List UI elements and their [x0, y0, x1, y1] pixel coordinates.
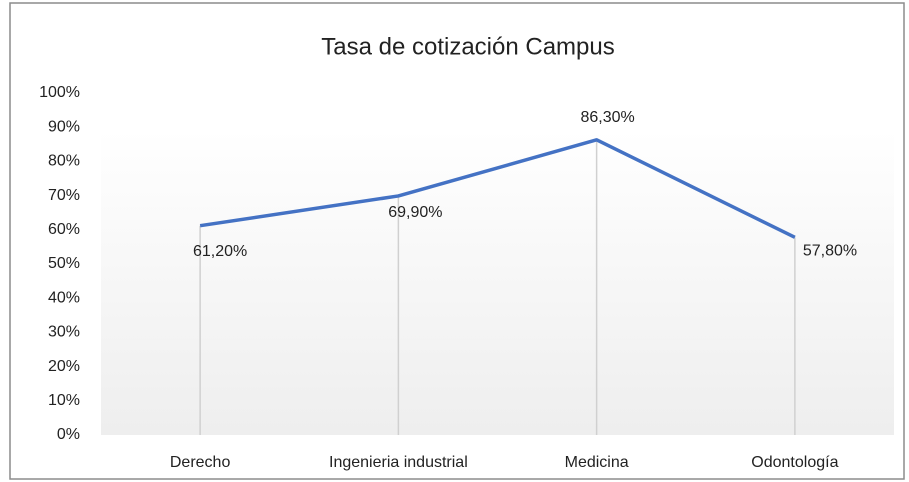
y-tick-label: 100%	[39, 84, 80, 101]
y-tick-label: 90%	[48, 118, 80, 135]
y-tick-label: 0%	[57, 426, 80, 443]
y-tick-label: 30%	[48, 324, 80, 341]
x-tick-label: Ingenieria industrial	[329, 454, 468, 471]
data-label: 86,30%	[580, 109, 634, 126]
y-tick-label: 60%	[48, 221, 80, 238]
y-tick-label: 10%	[48, 392, 80, 409]
x-tick-label: Derecho	[170, 454, 231, 471]
y-tick-label: 20%	[48, 358, 80, 375]
plot-background	[101, 130, 894, 435]
chart-title: Tasa de cotización Campus	[321, 33, 614, 60]
y-tick-label: 40%	[48, 289, 80, 306]
data-label: 61,20%	[193, 243, 247, 260]
x-tick-label: Medicina	[565, 454, 629, 471]
y-tick-label: 50%	[48, 255, 80, 272]
x-tick-label: Odontología	[751, 454, 838, 471]
series-line	[199, 138, 796, 239]
y-tick-label: 80%	[48, 153, 80, 170]
data-label: 57,80%	[803, 243, 857, 260]
data-label: 69,90%	[388, 204, 442, 221]
y-tick-label: 70%	[48, 187, 80, 204]
